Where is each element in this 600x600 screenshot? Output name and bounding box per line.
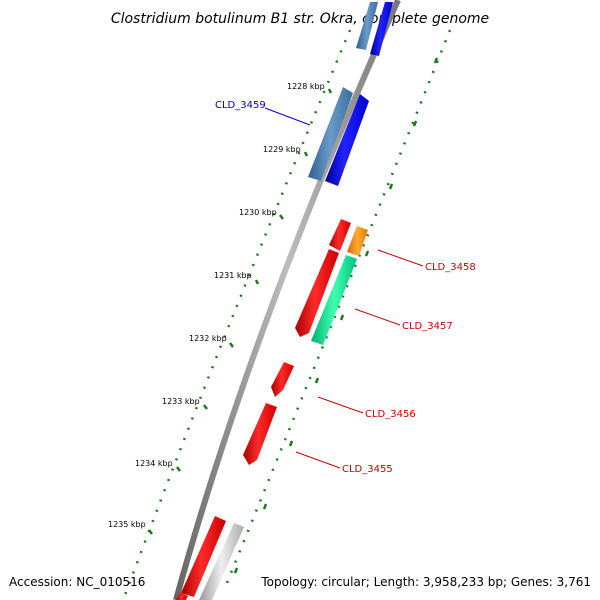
gene-arrow-cld-3456[interactable] bbox=[271, 362, 294, 397]
label-leader-cld-3457 bbox=[354, 308, 401, 326]
red-feature-bottom[interactable] bbox=[181, 516, 226, 597]
gene-label-cld-3458: CLD_3458 bbox=[425, 262, 476, 273]
steelblue-feature-top[interactable] bbox=[356, 2, 378, 50]
blue-feature-top[interactable] bbox=[370, 2, 393, 56]
tick-label-1230: 1230 kbp bbox=[239, 208, 277, 217]
grey-feature-bottom[interactable] bbox=[199, 523, 244, 600]
gene-label-cld-3457: CLD_3457 bbox=[402, 321, 453, 332]
gene-arrow-cld-3455[interactable] bbox=[243, 403, 277, 465]
tick-label-1234: 1234 kbp bbox=[135, 459, 173, 468]
accession-text: Accession: NC_010516 bbox=[9, 575, 145, 589]
map-title: Clostridium botulinum B1 str. Okra, comp… bbox=[111, 11, 489, 27]
genome-summary-text: Topology: circular; Length: 3,958,233 bp… bbox=[260, 575, 591, 589]
steelblue-feature-3459[interactable] bbox=[308, 87, 353, 181]
tick-label-1229: 1229 kbp bbox=[263, 145, 301, 154]
orange-feature[interactable] bbox=[347, 226, 368, 256]
outer-tick-track bbox=[123, 29, 352, 596]
inner-tick-track bbox=[222, 29, 452, 591]
left-track-ticks bbox=[148, 88, 333, 535]
label-leader-cld-3455 bbox=[295, 451, 341, 469]
right-track-ticks bbox=[233, 57, 439, 574]
green-feature[interactable] bbox=[311, 255, 357, 345]
gene-arrow-cld-3458-red[interactable] bbox=[329, 219, 351, 251]
red-feature-bottom-small[interactable] bbox=[176, 592, 188, 600]
gene-arrow-cld-3457-red[interactable] bbox=[295, 249, 339, 337]
label-leader-cld-3458 bbox=[377, 249, 424, 267]
label-leader-cld-3459 bbox=[264, 107, 311, 126]
genome-backbone bbox=[173, 0, 401, 600]
gene-label-cld-3456: CLD_3456 bbox=[365, 409, 416, 420]
tick-label-1231: 1231 kbp bbox=[214, 271, 252, 280]
tick-label-1232: 1232 kbp bbox=[189, 334, 227, 343]
tick-label-1235: 1235 kbp bbox=[108, 520, 146, 529]
gene-label-cld-3455: CLD_3455 bbox=[342, 464, 393, 475]
tick-label-1233: 1233 kbp bbox=[162, 397, 200, 406]
label-leader-cld-3456 bbox=[317, 396, 364, 414]
gene-label-cld-3459: CLD_3459 bbox=[215, 100, 266, 111]
tick-label-1228: 1228 kbp bbox=[287, 82, 325, 91]
gene-arrow-cld-3459[interactable] bbox=[325, 94, 369, 186]
